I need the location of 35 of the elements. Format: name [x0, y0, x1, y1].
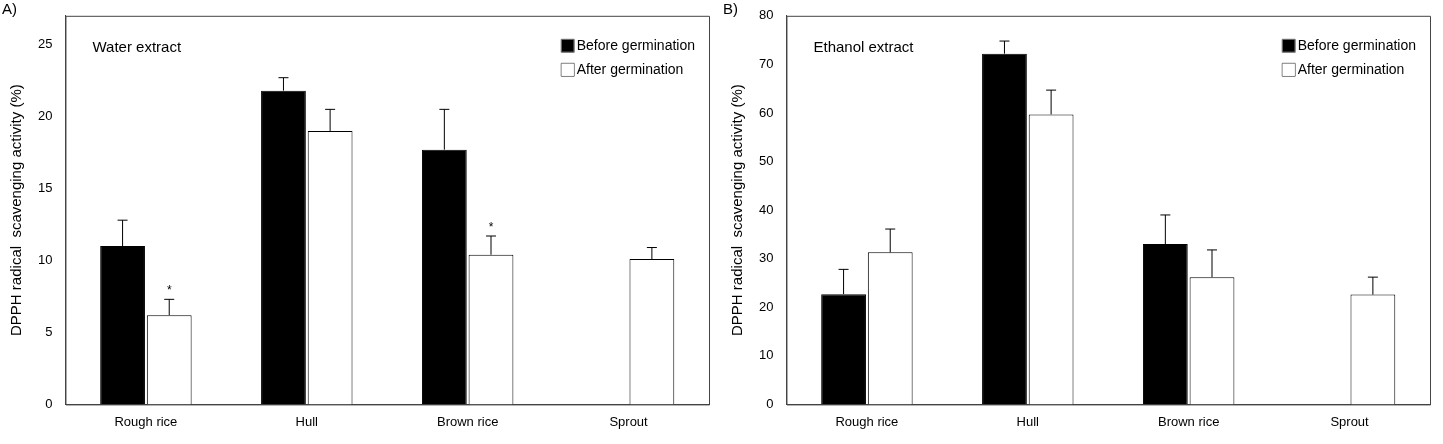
y-axis-title: DPPH radical scavenging activity (%) [728, 84, 746, 336]
annotation: * [166, 283, 172, 298]
annotation: Ethanol extract [813, 38, 915, 56]
legend-label: Before germination [1297, 36, 1417, 53]
y-tick-label: 60 [758, 104, 774, 120]
x-tick-label: Brown rice [436, 413, 499, 429]
x-tick-label: Sprout [1330, 413, 1370, 429]
x-tick-label: Hull [1016, 413, 1040, 429]
y-tick-label: 70 [758, 55, 774, 71]
y-tick-label: 0 [45, 395, 53, 411]
x-tick-label: Brown rice [1157, 413, 1220, 429]
chart-title: B) [723, 0, 738, 17]
y-tick-label: 10 [37, 252, 53, 268]
y-tick-label: 20 [758, 298, 774, 314]
legend-label: After germination [576, 60, 684, 77]
annotation: * [488, 219, 494, 234]
legend-label: After germination [1297, 60, 1405, 77]
y-tick-label: 40 [758, 201, 774, 217]
y-tick-label: 0 [766, 395, 774, 411]
y-tick-label: 80 [758, 7, 774, 23]
y-tick-label: 5 [45, 324, 53, 340]
legend-label: Before germination [576, 36, 696, 53]
x-tick-label: Hull [295, 413, 319, 429]
y-tick-label: 15 [37, 180, 53, 196]
y-tick-label: 10 [758, 347, 774, 363]
x-tick-label: Rough rice [835, 413, 899, 429]
x-tick-label: Rough rice [114, 413, 178, 429]
annotation: Water extract [92, 38, 182, 56]
y-tick-label: 20 [37, 108, 53, 124]
x-tick-label: Sprout [609, 413, 649, 429]
y-tick-label: 30 [758, 250, 774, 266]
y-axis-title: DPPH radical scavenging activity (%) [7, 84, 25, 336]
y-tick-label: 50 [758, 153, 774, 169]
chart-title: A) [2, 0, 17, 17]
y-tick-label: 25 [37, 36, 53, 52]
